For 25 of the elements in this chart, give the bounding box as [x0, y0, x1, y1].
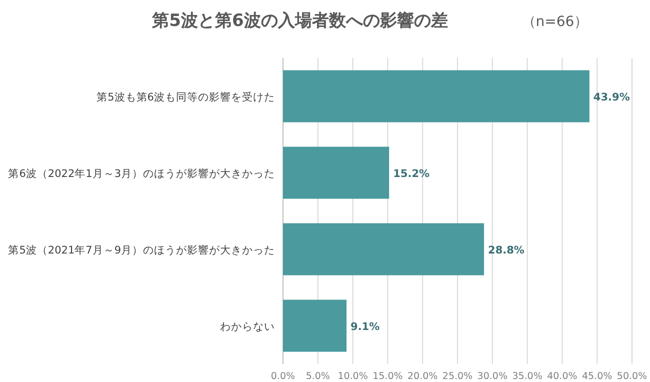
chart-subtitle: （n=66）: [522, 14, 588, 30]
bar: [283, 300, 347, 352]
data-label: 9.1%: [350, 320, 380, 333]
x-tick-label: 10.0%: [338, 371, 368, 382]
x-tick-label: 15.0%: [372, 371, 403, 382]
y-tick-label: 第5波も第6波も同等の影響を受けた: [96, 90, 275, 104]
bar: [283, 223, 484, 276]
x-tick-label: 20.0%: [408, 371, 438, 382]
y-tick-label: 第5波（2021年7月～9月）のほうが影響が大きかった: [8, 243, 275, 256]
x-tick-label: 50.0%: [616, 371, 648, 382]
x-tick-label: 30.0%: [477, 371, 508, 382]
bar: [283, 70, 590, 122]
chart-title: 第5波と第6波の入場者数への影響の差: [151, 11, 448, 31]
data-label: 15.2%: [393, 168, 430, 180]
data-label: 43.9%: [593, 91, 630, 104]
x-tick-label: 35.0%: [512, 371, 542, 382]
x-tick-label: 0.0%: [270, 371, 296, 382]
bar: [283, 146, 390, 199]
x-tick-label: 40.0%: [547, 371, 578, 382]
data-label: 28.8%: [488, 244, 525, 256]
x-tick-label: 45.0%: [582, 371, 612, 382]
y-tick-label: 第6波（2022年1月～3月）のほうが影響が大きかった: [8, 166, 275, 180]
y-tick-label: わからない: [220, 320, 275, 333]
x-tick-label: 5.0%: [306, 371, 330, 382]
x-tick-label: 25.0%: [442, 371, 473, 382]
